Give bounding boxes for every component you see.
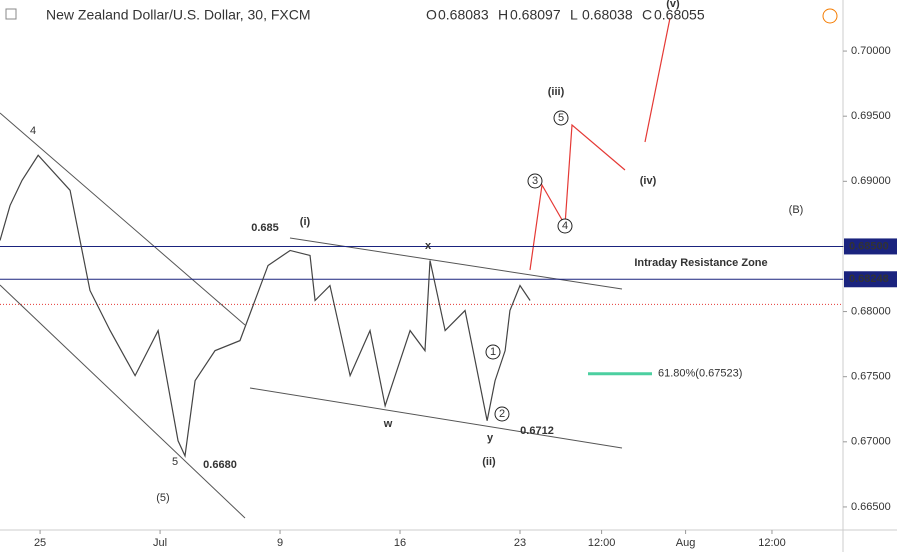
annotation: (iii) xyxy=(548,86,565,98)
ohlc-label: H xyxy=(498,7,508,23)
y-tick-label: 0.67500 xyxy=(851,371,891,383)
fib-label: 61.80%(0.67523) xyxy=(658,368,742,380)
annotation: 2 xyxy=(499,408,505,420)
annotation: 5 xyxy=(558,112,564,124)
channel-line xyxy=(249,387,623,449)
level-tag xyxy=(844,271,897,288)
y-tick-label: 0.68000 xyxy=(851,305,891,317)
annotation: 4 xyxy=(562,220,568,232)
level-label: 0.68248 xyxy=(849,273,889,285)
annotation: (iv) xyxy=(640,175,657,187)
x-tick-label: Aug xyxy=(676,537,696,549)
ohlc-value: 0.68097 xyxy=(510,7,561,23)
alert-icon xyxy=(822,8,838,24)
x-tick-label: 16 xyxy=(394,537,406,549)
annotation: 0.6680 xyxy=(203,459,237,471)
annotation: 0.6712 xyxy=(520,425,554,437)
annotation: y xyxy=(487,432,494,444)
channel-line xyxy=(0,112,246,326)
y-tick-label: 0.70000 xyxy=(851,45,891,57)
projection xyxy=(644,17,671,143)
channel-line xyxy=(0,284,246,519)
ohlc-label: L xyxy=(570,7,578,23)
x-tick-label: 12:00 xyxy=(758,537,786,549)
wave-circle xyxy=(485,344,501,360)
annotation: (ii) xyxy=(482,456,496,468)
wave-circle xyxy=(527,173,543,189)
annotation: (i) xyxy=(300,216,311,228)
annotation: Intraday Resistance Zone xyxy=(634,257,767,269)
x-tick-label: Jul xyxy=(153,537,167,549)
ohlc-label: O xyxy=(426,7,437,23)
annotation: x xyxy=(425,240,432,252)
wave-circle xyxy=(557,218,573,234)
wave-circle xyxy=(553,110,569,126)
x-tick-label: 25 xyxy=(34,537,46,549)
ohlc-label: C xyxy=(642,7,652,23)
y-tick-label: 0.69500 xyxy=(851,110,891,122)
header: New Zealand Dollar/U.S. Dollar, 30, FXCM xyxy=(5,7,838,24)
y-tick-label: 0.66500 xyxy=(851,501,891,513)
annotation: 0.685 xyxy=(251,222,279,234)
wave-circle xyxy=(494,406,510,422)
level-tag xyxy=(844,238,897,255)
annotation: 3 xyxy=(532,175,538,187)
y-tick-label: 0.69000 xyxy=(851,175,891,187)
annotation: (v) xyxy=(666,0,680,10)
x-tick-label: 9 xyxy=(277,537,283,549)
symbol-title: New Zealand Dollar/U.S. Dollar, 30, FXCM xyxy=(46,7,311,23)
annotation: 5 xyxy=(172,456,178,468)
x-tick-label: 23 xyxy=(514,537,526,549)
y-tick-label: 0.67000 xyxy=(851,436,891,448)
annotation: (5) xyxy=(156,492,169,504)
x-tick-label: 12:00 xyxy=(588,537,616,549)
icon xyxy=(5,8,17,20)
annotation: 1 xyxy=(490,346,496,358)
annotation: 4 xyxy=(30,125,36,137)
price-line xyxy=(0,154,531,459)
annotation: (B) xyxy=(789,204,804,216)
level-label: 0.68500 xyxy=(849,240,889,252)
ohlc-value: 0.68055 xyxy=(654,7,705,23)
ohlc-value: 0.68083 xyxy=(438,7,489,23)
annotation: w xyxy=(383,418,393,430)
ohlc-value: 0.68038 xyxy=(582,7,633,23)
